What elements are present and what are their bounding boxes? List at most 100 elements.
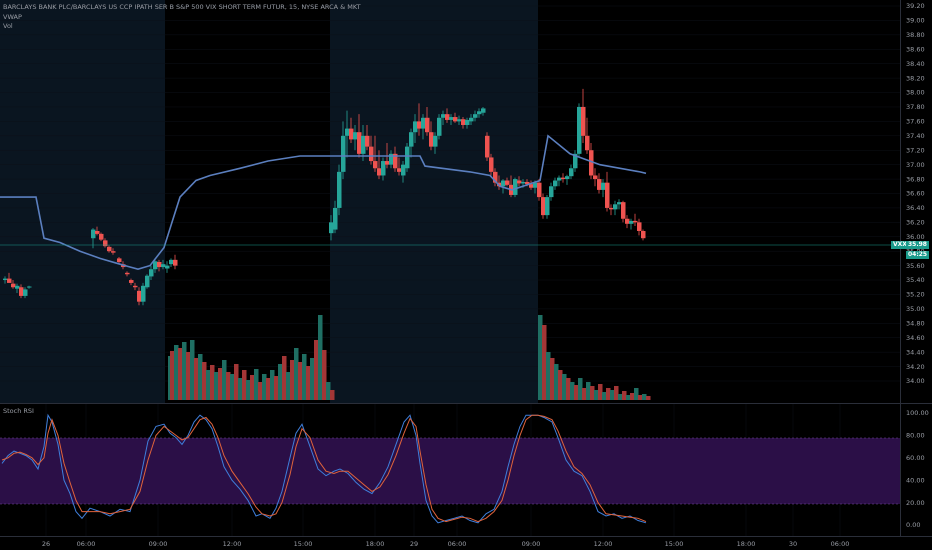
price-tick-label: 35.60 <box>906 262 925 270</box>
volume-bar <box>282 356 287 400</box>
volume-legend[interactable]: Vol <box>3 22 13 30</box>
vwap-legend[interactable]: VWAP <box>3 13 22 21</box>
candle-body <box>593 175 598 180</box>
candle-body <box>589 150 594 176</box>
candle-body <box>637 222 642 231</box>
vwap-line <box>0 134 647 271</box>
candle-body <box>429 132 434 147</box>
volume-bar <box>582 388 587 400</box>
candle-body <box>409 132 414 147</box>
candle-body <box>11 283 16 288</box>
candle-body <box>137 290 142 302</box>
price-axis: 39.20 39.00 38.80 38.60 38.40 38.20 38.00 37.80… <box>906 2 925 385</box>
candle-body <box>449 117 454 120</box>
price-tick-label: 38.20 <box>906 74 925 82</box>
volume-bar <box>558 370 563 400</box>
price-tick-label: 38.40 <box>906 60 925 68</box>
candle-body <box>107 246 112 252</box>
volume-bar <box>606 388 611 400</box>
volume-bar <box>566 378 571 400</box>
candle-body <box>585 135 590 151</box>
candle-body <box>573 153 578 169</box>
candle-body <box>549 186 554 198</box>
oscillator-tick-label: 20.00 <box>906 499 925 507</box>
volume-bar <box>562 374 567 400</box>
volume-bar <box>586 382 591 400</box>
volume-bar <box>330 390 335 400</box>
candle-body <box>389 153 394 165</box>
volume-bar <box>246 380 251 400</box>
price-tick-label: 37.00 <box>906 161 925 169</box>
price-tick-label: 36.80 <box>906 175 925 183</box>
candle-body <box>345 128 350 136</box>
volume-bar <box>322 350 327 400</box>
volume-bar <box>290 360 295 400</box>
volume-bar <box>574 385 579 400</box>
time-tick-label: 15:00 <box>294 540 313 548</box>
candle-body <box>469 117 474 122</box>
candle-body <box>99 233 104 240</box>
candle-body <box>381 161 386 176</box>
oscillator-axis: 100.00 80.00 60.00 40.00 20.00 0.00 <box>906 409 929 529</box>
volume-bar <box>234 364 239 400</box>
volume-bar <box>294 348 299 400</box>
session-shade-2 <box>330 0 538 403</box>
price-tick-label: 36.60 <box>906 190 925 198</box>
ticker-badge: VXX <box>891 241 909 249</box>
candle-body <box>629 220 634 224</box>
candle-body <box>129 280 134 283</box>
stoch-rsi-lines <box>1 413 647 524</box>
volume-bar <box>614 386 619 400</box>
candle-body <box>421 117 426 129</box>
price-tick-label: 35.20 <box>906 291 925 299</box>
volume-bar <box>226 372 231 400</box>
candle-body <box>493 171 498 183</box>
price-tick-label: 37.80 <box>906 103 925 111</box>
volume-bar <box>270 370 275 400</box>
volume-bar <box>594 390 599 400</box>
candle-body <box>337 171 342 208</box>
volume-bar <box>538 315 543 400</box>
volume-series <box>168 315 651 400</box>
price-tick-label: 37.40 <box>906 132 925 140</box>
oscillator-tick-label: 40.00 <box>906 476 925 484</box>
volume-bar <box>206 370 211 400</box>
candle-body <box>3 278 8 281</box>
candle-body <box>329 222 334 234</box>
candle-body <box>413 121 418 133</box>
grid-lines <box>0 5 900 536</box>
candle-body <box>445 114 450 120</box>
time-tick-label: 06:00 <box>448 540 467 548</box>
volume-bar <box>622 391 627 400</box>
price-tick-label: 35.40 <box>906 276 925 284</box>
price-tick-label: 34.00 <box>906 377 925 385</box>
volume-bar <box>618 394 623 400</box>
time-tick-label: 30 <box>789 540 797 548</box>
candle-body <box>145 275 150 288</box>
time-tick-label: 06:00 <box>77 540 96 548</box>
volume-bar <box>262 374 267 400</box>
price-tick-label: 36.40 <box>906 204 925 212</box>
candle-body <box>373 161 378 169</box>
candle-body <box>161 264 166 268</box>
stoch-rsi-legend[interactable]: Stoch RSI <box>3 407 34 415</box>
volume-bar <box>258 382 263 400</box>
symbol-title[interactable]: BARCLAYS BANK PLC/BARCLAYS US CCP IPATH … <box>3 3 361 11</box>
volume-bar <box>286 372 291 400</box>
volume-bar <box>318 315 323 400</box>
time-tick-label: 18:00 <box>737 540 756 548</box>
candle-body <box>385 161 390 165</box>
candle-body <box>397 168 402 172</box>
candle-body <box>349 128 354 140</box>
volume-bar <box>186 352 191 400</box>
candle-body <box>521 181 526 184</box>
candle-body <box>557 177 562 181</box>
candle-body <box>613 204 618 210</box>
candle-body <box>425 117 430 133</box>
candle-body <box>361 135 366 154</box>
last-price-badge: 35.98 <box>906 241 929 249</box>
volume-bar <box>326 382 331 400</box>
candle-body <box>357 132 362 154</box>
volume-bar <box>266 378 271 400</box>
